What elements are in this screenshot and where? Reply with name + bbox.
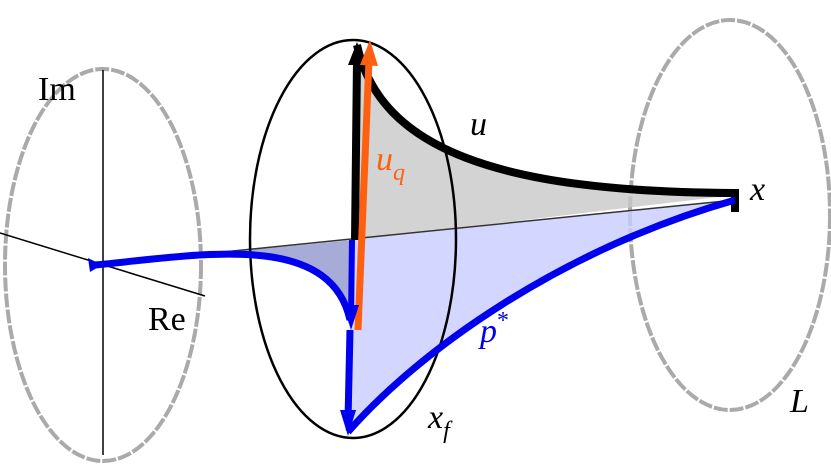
uq-sub: q (393, 160, 405, 186)
left-ring (3, 67, 203, 463)
im-label: Im (38, 71, 76, 108)
x-label: x (749, 171, 765, 208)
xf-main: x (427, 399, 443, 436)
p-arrowhead-1 (343, 305, 359, 330)
u-curve (353, 44, 739, 212)
middle-ring (248, 38, 458, 440)
p-sup: * (497, 308, 509, 334)
uq-arrowhead (360, 40, 378, 66)
p-main: p (478, 313, 497, 350)
u-arrowhead (348, 42, 366, 65)
p-arrowhead-2 (340, 410, 356, 436)
p-start (88, 258, 102, 272)
uq-label: uq (376, 141, 405, 186)
L-label: L (789, 383, 809, 420)
p-arrow-2 (344, 329, 354, 421)
p-surface-right (348, 200, 735, 432)
xf-label: xf (427, 399, 453, 444)
u-label: u (470, 106, 487, 143)
u-arrow (351, 59, 361, 241)
p-curve-left (94, 250, 354, 321)
xf-sub: f (443, 418, 453, 444)
p-curve-right (345, 196, 736, 435)
uq-arrow (354, 59, 373, 331)
re-label: Re (148, 301, 186, 338)
uq-main: u (376, 141, 393, 178)
p-label: p* (478, 308, 509, 350)
